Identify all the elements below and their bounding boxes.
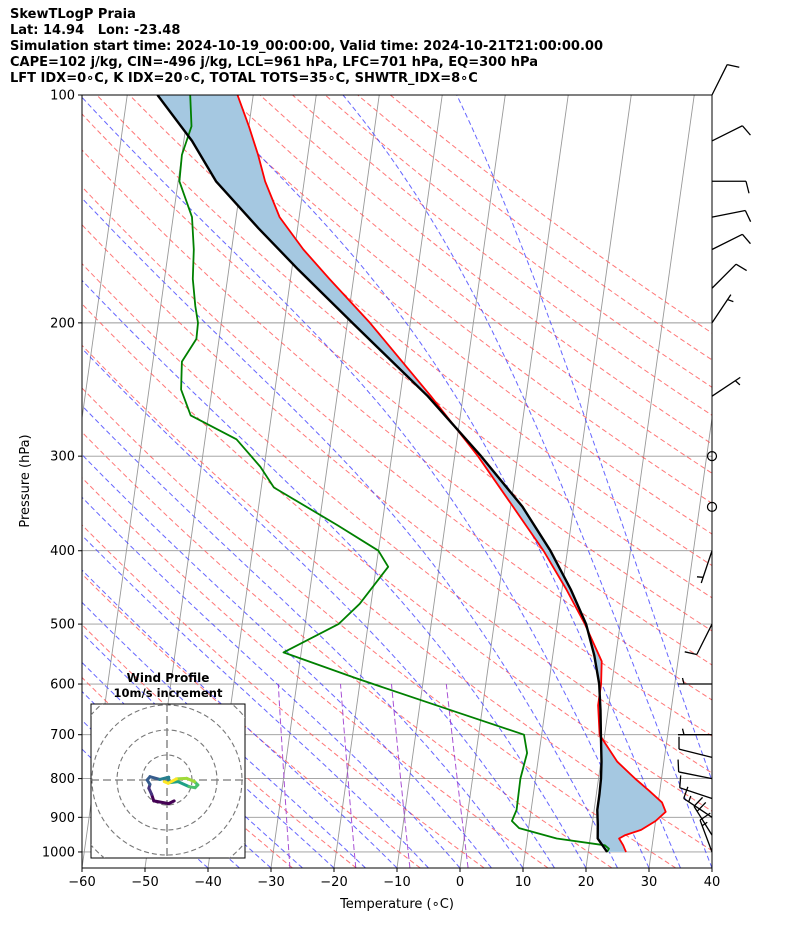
wind-barb [678, 736, 713, 759]
mixing-ratio-line [277, 683, 291, 868]
station-location: Lat: 14.94 Lon: -23.48 [10, 23, 181, 38]
moist-adiabat [456, 95, 712, 783]
hodograph-trace [174, 776, 189, 781]
x-tick-label: 20 [578, 875, 595, 890]
x-tick-label: 40 [704, 875, 721, 890]
isotherm-gridline [333, 95, 443, 868]
mixing-ratio-line [391, 683, 411, 868]
hodograph-trace [148, 775, 162, 781]
dewpoint-profile [178, 95, 610, 853]
dry-adiabat [96, 95, 712, 599]
y-tick-label: 200 [50, 316, 75, 331]
chart-header: SkewTLogP Praia Lat: 14.94 Lon: -23.48 S… [10, 7, 780, 87]
wind-barb [712, 180, 750, 194]
stability-parameters: CAPE=102 j/kg, CIN=-496 j/kg, LCL=961 hP… [10, 55, 538, 70]
simulation-times: Simulation start time: 2024-10-19_00:00:… [10, 39, 603, 54]
cape-cin-shading [157, 95, 666, 852]
wind-barb [711, 233, 751, 251]
x-tick-label: −10 [383, 875, 410, 890]
hodograph-trace [176, 780, 191, 789]
x-tick-label: −40 [194, 875, 221, 890]
temperature-profile [236, 95, 667, 853]
y-tick-label: 600 [50, 678, 75, 693]
stability-indices: LFT IDX=0∘C, K IDX=20∘C, TOTAL TOTS=35∘C… [10, 71, 478, 86]
moist-adiabat [82, 347, 555, 868]
hodograph-subtitle: 10m/s increment [114, 686, 223, 700]
moist-adiabat [342, 95, 712, 868]
wind-barb [684, 623, 713, 656]
moist-adiabat [82, 569, 398, 868]
x-tick-label: 0 [456, 875, 464, 890]
hodograph-title: Wind Profile [127, 671, 210, 685]
moist-adiabat [82, 279, 587, 868]
dry-adiabat [292, 95, 712, 416]
y-tick-label: 300 [50, 450, 75, 465]
wind-barb [711, 125, 751, 142]
y-tick-label: 500 [50, 618, 75, 633]
x-tick-label: −60 [68, 875, 95, 890]
wind-barb [678, 728, 712, 736]
isotherm-gridline [585, 95, 695, 868]
dry-adiabat [82, 524, 485, 868]
wind-barb [711, 294, 734, 324]
wind-barb [706, 451, 718, 462]
moist-adiabat [82, 197, 618, 868]
moist-adiabat [82, 632, 335, 868]
y-axis-label: Pressure (hPa) [18, 434, 33, 527]
mixing-ratio-line [340, 683, 357, 868]
dry-adiabat [82, 113, 712, 632]
wind-barb [706, 501, 718, 512]
dry-adiabat [82, 303, 712, 812]
y-tick-label: 800 [50, 772, 75, 787]
wind-barb [693, 796, 713, 836]
x-tick-label: −30 [257, 875, 284, 890]
y-tick-label: 1000 [42, 845, 75, 860]
moist-adiabat [82, 534, 429, 868]
x-axis-label: Temperature (∘C) [339, 897, 454, 912]
moist-adiabat [82, 496, 461, 868]
y-tick-label: 700 [50, 728, 75, 743]
isotherm-gridline [270, 95, 380, 868]
y-tick-label: 900 [50, 811, 75, 826]
isotherm-gridline [82, 95, 128, 422]
wind-barb [679, 775, 713, 800]
x-tick-label: −20 [320, 875, 347, 890]
dry-adiabat [82, 477, 549, 868]
x-tick-label: 10 [515, 875, 532, 890]
wind-barb [711, 263, 747, 289]
dry-adiabat [82, 186, 712, 701]
wind-barb [711, 63, 740, 96]
wind-barb [696, 550, 713, 584]
hodograph-trace [166, 777, 178, 785]
dry-adiabat [82, 387, 677, 868]
hodograph-trace [162, 780, 170, 785]
dry-adiabat [194, 95, 712, 504]
moist-adiabat [82, 601, 366, 868]
dry-adiabat [259, 95, 712, 445]
isotherm-gridline [522, 95, 632, 868]
isotherm-gridline [459, 95, 569, 868]
x-tick-label: 30 [641, 875, 658, 890]
wind-barb [711, 209, 752, 222]
wind-barb [711, 376, 741, 397]
x-tick-label: −50 [131, 875, 158, 890]
isotherm-gridline [648, 414, 712, 868]
mixing-ratio-line [445, 683, 469, 868]
dry-adiabat [82, 149, 712, 666]
y-tick-label: 100 [50, 89, 75, 104]
parcel-path [156, 95, 609, 853]
wind-barb [677, 759, 713, 780]
wind-barb [678, 677, 712, 685]
station-title: SkewTLogP Praia [10, 7, 136, 22]
wind-barb [683, 786, 713, 818]
hodograph-trace [152, 799, 171, 806]
moist-adiabat [82, 404, 524, 868]
y-tick-label: 400 [50, 544, 75, 559]
